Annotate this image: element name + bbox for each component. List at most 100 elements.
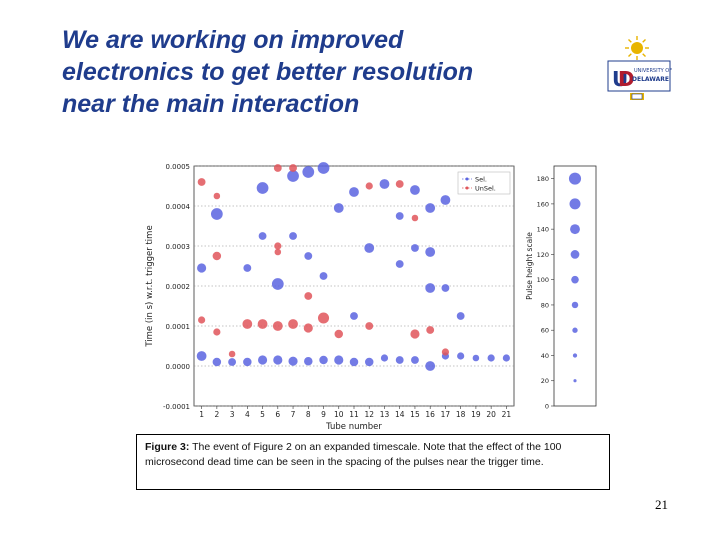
x-tick-label: 7 (291, 410, 296, 419)
legend-marker (465, 186, 469, 190)
legend-label: Sel. (475, 176, 487, 184)
data-point-sel (380, 354, 389, 362)
x-tick-label: 13 (380, 410, 390, 419)
data-point-sel (395, 356, 404, 364)
title-line-1: We are working on improved (62, 26, 404, 54)
y-tick-label: -0.0001 (163, 403, 190, 411)
data-point-sel (243, 357, 252, 367)
data-point-unsel (411, 214, 419, 222)
size-legend-label: Pulse height scale (525, 232, 534, 300)
plot-frame (193, 165, 515, 407)
data-point-sel (411, 356, 419, 364)
x-tick-label: 9 (321, 410, 326, 419)
data-point-unsel (228, 350, 236, 358)
size-legend-marker (571, 301, 579, 309)
data-point-sel (289, 232, 297, 240)
logo-text-main: DELAWARE (632, 76, 669, 83)
x-tick-label: 4 (245, 410, 250, 419)
data-point-sel (425, 283, 436, 293)
data-point-unsel (410, 329, 420, 339)
size-legend-marker (570, 250, 580, 259)
size-tick-label: 80 (541, 301, 549, 309)
data-point-sel (228, 358, 237, 366)
data-point-sel (256, 182, 269, 194)
data-point-sel (425, 247, 436, 257)
x-tick-label: 2 (214, 410, 219, 419)
data-point-unsel (213, 192, 221, 200)
legend-label: UnSel. (475, 185, 496, 193)
data-point-sel (350, 312, 358, 320)
y-tick-label: 0.0002 (166, 283, 191, 291)
data-point-sel (257, 355, 268, 365)
data-point-sel (410, 185, 420, 195)
data-point-sel (441, 284, 450, 292)
data-point-sel (243, 264, 252, 272)
data-point-unsel (317, 312, 330, 324)
x-tick-label: 18 (456, 410, 466, 419)
university-seal-icon: U D UNIVERSITY OF DELAWARE (607, 36, 672, 100)
data-point-sel (304, 252, 313, 260)
x-tick-label: 11 (349, 410, 359, 419)
x-tick-label: 1 (199, 410, 204, 419)
data-point-unsel (441, 348, 450, 356)
data-point-unsel (197, 178, 206, 186)
data-point-unsel (304, 292, 313, 300)
data-point-unsel (288, 319, 298, 329)
data-point-sel (287, 170, 299, 182)
data-point-sel (302, 166, 315, 178)
data-point-sel (472, 354, 480, 362)
size-tick-label: 60 (541, 327, 549, 335)
x-tick-label: 12 (364, 410, 374, 419)
data-point-sel (196, 351, 207, 361)
x-tick-label: 8 (306, 410, 311, 419)
data-point-sel (425, 361, 436, 371)
title-line-2: electronics to get better resolution (62, 58, 474, 86)
y-axis-label: Time (in s) w.r.t. trigger time (145, 225, 155, 347)
data-point-unsel (303, 323, 313, 333)
data-point-sel (258, 232, 267, 240)
data-point-sel (288, 356, 298, 366)
svg-text:D: D (618, 67, 635, 91)
data-point-unsel (257, 319, 268, 329)
data-point-unsel (426, 326, 435, 334)
size-legend-marker (569, 198, 581, 210)
data-point-sel (502, 354, 510, 362)
caption-label: Figure 3: (145, 441, 190, 453)
data-point-unsel (198, 316, 206, 324)
x-tick-label: 6 (275, 410, 280, 419)
data-point-unsel (213, 328, 221, 336)
data-point-sel (349, 357, 359, 367)
figure-caption: Figure 3: The event of Figure 2 on an ex… (136, 434, 610, 490)
slide-title: We are working on improved electronics t… (62, 24, 582, 120)
x-tick-label: 19 (471, 410, 481, 419)
data-point-sel (304, 356, 313, 366)
data-point-unsel (274, 242, 282, 250)
data-point-sel (334, 355, 344, 365)
svg-text:U: U (612, 67, 628, 91)
size-legend-marker (572, 353, 578, 358)
size-tick-label: 180 (537, 175, 549, 183)
data-point-sel (333, 203, 344, 213)
data-point-unsel (273, 164, 282, 172)
legend-box (457, 171, 511, 195)
data-point-sel (457, 352, 465, 360)
data-point-sel (440, 195, 451, 205)
data-point-sel (411, 244, 419, 252)
data-point-unsel (365, 322, 374, 330)
x-tick-label: 10 (334, 410, 344, 419)
y-tick-label: 0.0004 (166, 203, 191, 211)
data-point-unsel (272, 321, 283, 331)
data-point-sel (395, 212, 404, 220)
size-tick-label: 140 (537, 226, 549, 234)
data-point-sel (273, 355, 283, 365)
data-point-unsel (365, 182, 373, 190)
x-tick-label: 5 (260, 410, 265, 419)
size-tick-label: 40 (541, 352, 549, 360)
data-point-sel (395, 260, 404, 268)
data-point-unsel (242, 319, 253, 329)
size-legend-marker (572, 327, 578, 333)
page-number: 21 (655, 497, 668, 512)
legend-marker (465, 177, 469, 181)
data-point-sel (319, 355, 328, 365)
x-axis-label: Tube number (325, 422, 382, 432)
